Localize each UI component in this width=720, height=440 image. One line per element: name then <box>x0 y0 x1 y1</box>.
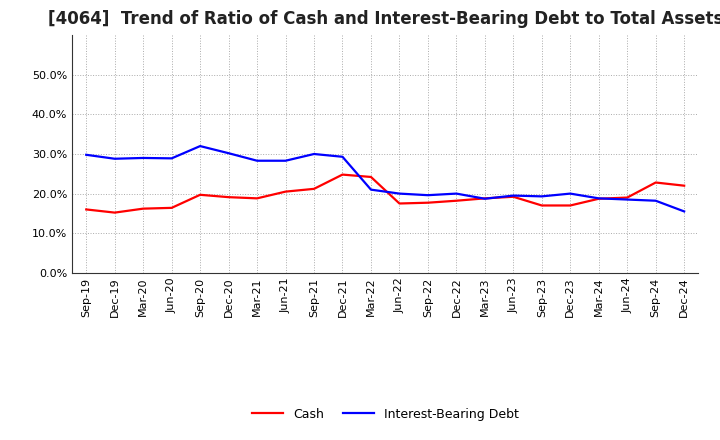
Title: [4064]  Trend of Ratio of Cash and Interest-Bearing Debt to Total Assets: [4064] Trend of Ratio of Cash and Intere… <box>48 10 720 28</box>
Interest-Bearing Debt <box>82 152 91 158</box>
Interest-Bearing Debt <box>537 194 546 199</box>
Legend: Cash, Interest-Bearing Debt: Cash, Interest-Bearing Debt <box>247 403 523 425</box>
Cash <box>423 200 432 205</box>
Cash <box>338 172 347 177</box>
Line: Interest-Bearing Debt: Interest-Bearing Debt <box>86 146 684 211</box>
Interest-Bearing Debt <box>480 196 489 202</box>
Interest-Bearing Debt <box>253 158 261 163</box>
Interest-Bearing Debt <box>139 155 148 161</box>
Interest-Bearing Debt <box>167 156 176 161</box>
Interest-Bearing Debt <box>566 191 575 196</box>
Cash <box>282 189 290 194</box>
Interest-Bearing Debt <box>623 197 631 202</box>
Interest-Bearing Debt <box>366 187 375 192</box>
Interest-Bearing Debt <box>509 193 518 198</box>
Interest-Bearing Debt <box>652 198 660 203</box>
Cash <box>652 180 660 185</box>
Interest-Bearing Debt <box>225 150 233 156</box>
Cash <box>509 194 518 199</box>
Interest-Bearing Debt <box>338 154 347 159</box>
Interest-Bearing Debt <box>196 143 204 149</box>
Cash <box>595 196 603 202</box>
Interest-Bearing Debt <box>452 191 461 196</box>
Interest-Bearing Debt <box>595 196 603 201</box>
Cash <box>225 194 233 200</box>
Interest-Bearing Debt <box>395 191 404 196</box>
Cash <box>566 203 575 208</box>
Cash <box>82 207 91 212</box>
Cash <box>680 183 688 188</box>
Cash <box>139 206 148 211</box>
Interest-Bearing Debt <box>423 193 432 198</box>
Cash <box>196 192 204 198</box>
Cash <box>452 198 461 203</box>
Cash <box>310 186 318 191</box>
Cash <box>366 174 375 180</box>
Cash <box>167 205 176 210</box>
Interest-Bearing Debt <box>310 151 318 157</box>
Interest-Bearing Debt <box>680 209 688 214</box>
Interest-Bearing Debt <box>110 156 119 161</box>
Line: Cash: Cash <box>86 175 684 213</box>
Cash <box>110 210 119 215</box>
Interest-Bearing Debt <box>282 158 290 163</box>
Cash <box>537 203 546 208</box>
Cash <box>480 196 489 201</box>
Cash <box>623 195 631 200</box>
Cash <box>395 201 404 206</box>
Cash <box>253 196 261 201</box>
